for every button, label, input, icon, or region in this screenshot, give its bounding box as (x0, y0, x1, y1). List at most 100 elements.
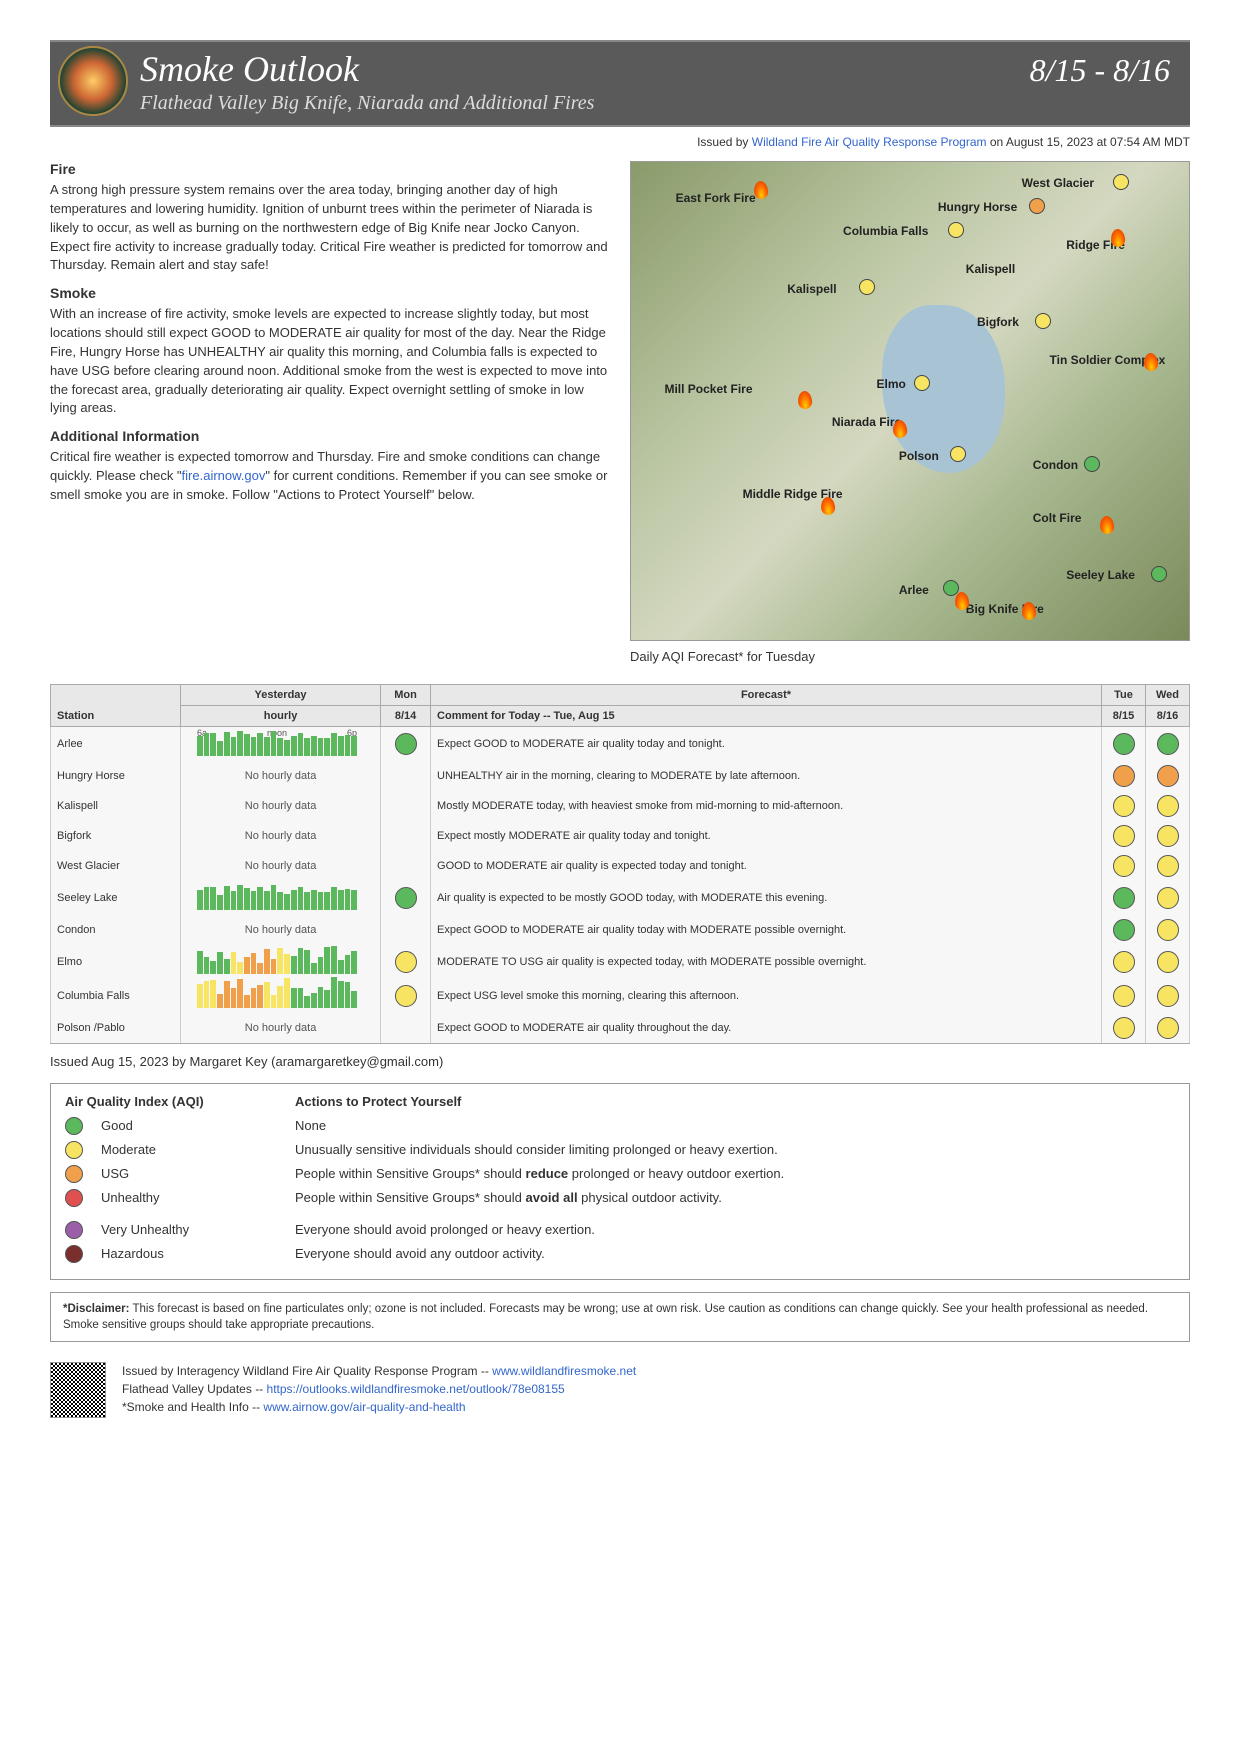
legend-action: Everyone should avoid prolonged or heavy… (295, 1222, 1175, 1237)
comment-cell: Air quality is expected to be mostly GOO… (431, 881, 1102, 915)
legend-title-aqi: Air Quality Index (AQI) (65, 1094, 295, 1109)
map-label: Bigfork (977, 315, 1019, 329)
issued-program-link[interactable]: Wildland Fire Air Quality Response Progr… (752, 135, 987, 149)
station-cell: Bigfork (51, 821, 181, 851)
tue-cell (1102, 761, 1146, 791)
legend-action: Everyone should avoid any outdoor activi… (295, 1246, 1175, 1261)
map-label: Mill Pocket Fire (664, 382, 752, 396)
map-label: Niarada Fire (832, 415, 901, 429)
footer-link-1[interactable]: www.wildlandfiresmoke.net (492, 1364, 636, 1378)
hourly-cell: No hourly data (181, 851, 381, 881)
narrative-column: Fire A strong high pressure system remai… (50, 161, 610, 664)
hourly-cell: 6anoon6p (181, 727, 381, 762)
th-wed-date: 8/16 (1146, 706, 1190, 727)
map-label: Kalispell (966, 262, 1015, 276)
legend-row: UnhealthyPeople within Sensitive Groups*… (65, 1189, 1175, 1207)
legend-action: None (295, 1118, 1175, 1133)
tue-cell (1102, 945, 1146, 979)
mon-cell (381, 945, 431, 979)
map-label: Columbia Falls (843, 224, 928, 238)
smoke-heading: Smoke (50, 285, 610, 301)
legend-level: USG (101, 1166, 295, 1181)
legend-action: Unusually sensitive individuals should c… (295, 1142, 1175, 1157)
legend-action: People within Sensitive Groups* should r… (295, 1166, 1175, 1181)
aqi-dot (1113, 1017, 1135, 1039)
issued-line: Issued by Wildland Fire Air Quality Resp… (50, 135, 1190, 149)
aqi-dot (1157, 887, 1179, 909)
date-range: 8/15 - 8/16 (1030, 52, 1170, 89)
tue-cell (1102, 791, 1146, 821)
aqi-dot (1157, 795, 1179, 817)
station-cell: West Glacier (51, 851, 181, 881)
footer-link-2[interactable]: https://outlooks.wildlandfiresmoke.net/o… (267, 1382, 565, 1396)
th-station: Station (51, 685, 181, 727)
wed-cell (1146, 727, 1190, 762)
map-caption: Daily AQI Forecast* for Tuesday (630, 649, 1190, 664)
table-row: Arlee6anoon6pExpect GOOD to MODERATE air… (51, 727, 1190, 762)
hourly-cell: No hourly data (181, 791, 381, 821)
map-label: Condon (1033, 458, 1078, 472)
map-aqi-dot (1035, 313, 1051, 329)
legend-level: Unhealthy (101, 1190, 295, 1205)
aqi-dot (1157, 825, 1179, 847)
table-row: Seeley LakeAir quality is expected to be… (51, 881, 1190, 915)
legend-action: People within Sensitive Groups* should a… (295, 1190, 1175, 1205)
footer-link-3[interactable]: www.airnow.gov/air-quality-and-health (263, 1400, 465, 1414)
fire-icon (753, 181, 769, 200)
aqi-dot (395, 985, 417, 1007)
comment-cell: Mostly MODERATE today, with heaviest smo… (431, 791, 1102, 821)
map-aqi-dot (859, 279, 875, 295)
aqi-dot (395, 887, 417, 909)
map-aqi-dot (948, 222, 964, 238)
table-row: Columbia FallsExpect USG level smoke thi… (51, 979, 1190, 1013)
header-bar: Smoke Outlook 8/15 - 8/16 Flathead Valle… (50, 40, 1190, 125)
issued-suffix: on August 15, 2023 at 07:54 AM MDT (987, 135, 1190, 149)
mon-cell (381, 881, 431, 915)
th-comment: Comment for Today -- Tue, Aug 15 (431, 706, 1102, 727)
legend-level: Very Unhealthy (101, 1222, 295, 1237)
fire-icon (1099, 515, 1115, 534)
comment-cell: Expect GOOD to MODERATE air quality toda… (431, 727, 1102, 762)
aqi-dot (1113, 733, 1135, 755)
station-cell: Kalispell (51, 791, 181, 821)
aqi-dot (1113, 765, 1135, 787)
airnow-link[interactable]: fire.airnow.gov (182, 468, 266, 483)
fire-icon (954, 592, 970, 611)
map-label: Kalispell (787, 282, 836, 296)
aqi-dot (65, 1117, 83, 1135)
issued-prefix: Issued by (697, 135, 752, 149)
hourly-cell: No hourly data (181, 1013, 381, 1043)
th-mon: Mon (381, 685, 431, 706)
aqi-dot (1113, 795, 1135, 817)
aqi-dot (1113, 825, 1135, 847)
comment-cell: Expect GOOD to MODERATE air quality thro… (431, 1013, 1102, 1043)
disclaimer-box: *Disclaimer: This forecast is based on f… (50, 1292, 1190, 1342)
page-title: Smoke Outlook (140, 48, 359, 90)
table-row: Polson /PabloNo hourly dataExpect GOOD t… (51, 1013, 1190, 1043)
aqi-dot (395, 951, 417, 973)
footer-l3-pre: *Smoke and Health Info -- (122, 1400, 263, 1414)
fire-icon (798, 391, 814, 410)
th-wed: Wed (1146, 685, 1190, 706)
hourly-cell (181, 979, 381, 1013)
legend-level: Moderate (101, 1142, 295, 1157)
aqi-dot (395, 733, 417, 755)
aqi-dot (1157, 765, 1179, 787)
hourly-cell: No hourly data (181, 915, 381, 945)
table-row: ElmoMODERATE TO USG air quality is expec… (51, 945, 1190, 979)
mon-cell (381, 791, 431, 821)
th-hourly: hourly (181, 706, 381, 727)
tue-cell (1102, 979, 1146, 1013)
hourly-cell: No hourly data (181, 761, 381, 791)
aqi-dot (1157, 951, 1179, 973)
mon-cell (381, 1013, 431, 1043)
legend-row: ModerateUnusually sensitive individuals … (65, 1141, 1175, 1159)
map-aqi-dot (1113, 174, 1129, 190)
legend-row: Very UnhealthyEveryone should avoid prol… (65, 1221, 1175, 1239)
table-row: KalispellNo hourly data Mostly MODERATE t… (51, 791, 1190, 821)
aqi-dot (65, 1165, 83, 1183)
th-mon-date: 8/14 (381, 706, 431, 727)
map-label: Seeley Lake (1066, 568, 1135, 582)
aqi-dot (65, 1141, 83, 1159)
wed-cell (1146, 791, 1190, 821)
